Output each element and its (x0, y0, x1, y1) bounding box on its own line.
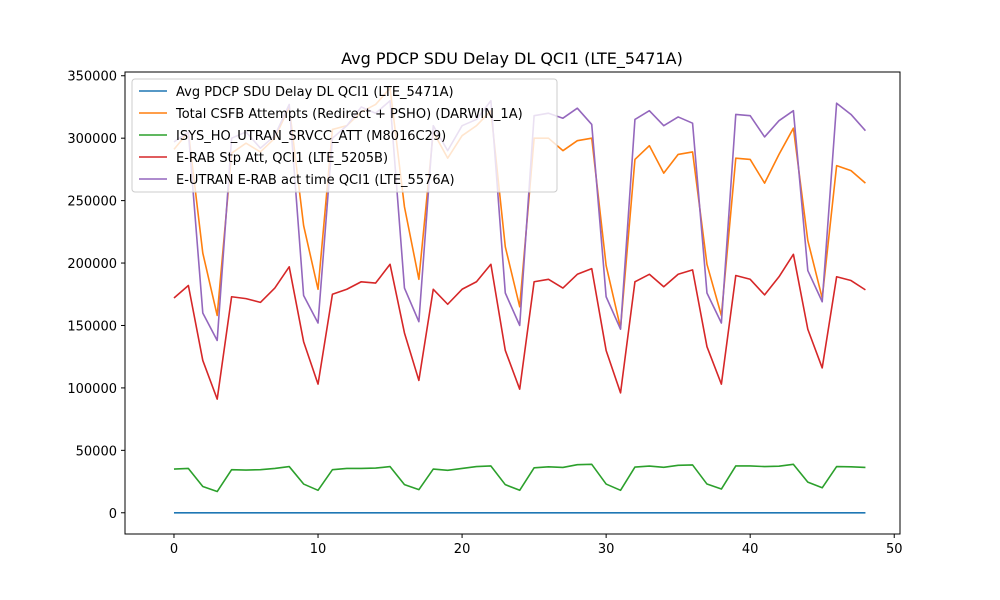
chart-title: Avg PDCP SDU Delay DL QCI1 (LTE_5471A) (341, 49, 683, 69)
y-tick-label: 150000 (67, 319, 117, 334)
y-tick-label: 200000 (67, 257, 117, 272)
legend-box (131, 78, 558, 193)
legend-label-5: E-UTRAN E-RAB act time QCI1 (LTE_5576A) (176, 173, 455, 188)
y-tick-label: 100000 (67, 382, 117, 397)
y-tick-label: 0 (109, 507, 117, 522)
legend-label-1: Avg PDCP SDU Delay DL QCI1 (LTE_5471A) (176, 85, 454, 100)
series-line-3 (173, 463, 866, 493)
axes: 0 10 20 30 40 50 0 50000 100000 150000 200000 25000… (67, 70, 902, 557)
legend-label-2: Total CSFB Attempts (Redirect + PSHO) (D… (175, 107, 523, 122)
legend-label-3: ISYS_HO_UTRAN_SRVCC_ATT (M8016C29) (176, 129, 446, 144)
axes-frame (124, 71, 901, 535)
y-tick-label: 250000 (67, 195, 117, 210)
x-tick-label: 40 (742, 542, 759, 557)
y-tick-label: 50000 (76, 444, 117, 459)
y-tick-label: 300000 (67, 132, 117, 147)
series-line-4 (173, 253, 866, 400)
legend-label-4: E-RAB Stp Att, QCI1 (LTE_5205B) (176, 151, 388, 166)
x-tick-label: 20 (454, 542, 471, 557)
x-tick-label: 50 (886, 542, 903, 557)
y-tick-label: 350000 (67, 70, 117, 85)
x-tick-label: 30 (598, 542, 615, 557)
x-tick-label: 0 (170, 542, 178, 557)
legend: Avg PDCP SDU Delay DL QCI1 (LTE_5471A) To… (131, 78, 558, 193)
x-tick-label: 10 (310, 542, 327, 557)
